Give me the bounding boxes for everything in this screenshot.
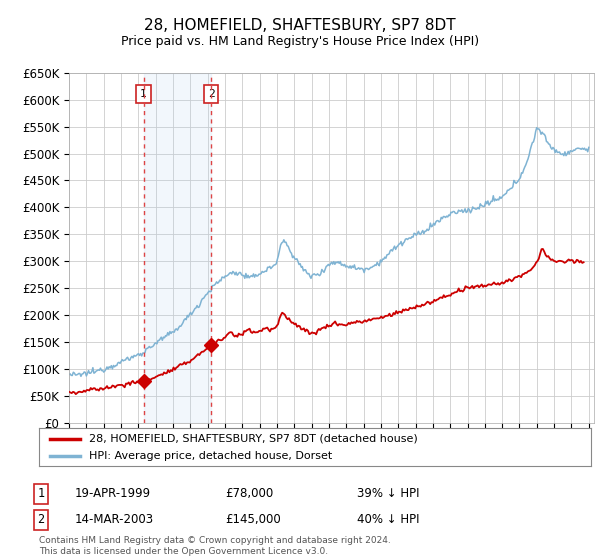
Text: Contains HM Land Registry data © Crown copyright and database right 2024.
This d: Contains HM Land Registry data © Crown c… <box>39 536 391 556</box>
Text: 14-MAR-2003: 14-MAR-2003 <box>75 513 154 526</box>
Text: 40% ↓ HPI: 40% ↓ HPI <box>357 513 419 526</box>
Text: £145,000: £145,000 <box>225 513 281 526</box>
Text: 28, HOMEFIELD, SHAFTESBURY, SP7 8DT (detached house): 28, HOMEFIELD, SHAFTESBURY, SP7 8DT (det… <box>89 433 418 444</box>
Text: Price paid vs. HM Land Registry's House Price Index (HPI): Price paid vs. HM Land Registry's House … <box>121 35 479 49</box>
Text: 28, HOMEFIELD, SHAFTESBURY, SP7 8DT: 28, HOMEFIELD, SHAFTESBURY, SP7 8DT <box>144 18 456 32</box>
Text: 1: 1 <box>37 487 44 501</box>
Text: 19-APR-1999: 19-APR-1999 <box>75 487 151 501</box>
Text: 39% ↓ HPI: 39% ↓ HPI <box>357 487 419 501</box>
Text: 2: 2 <box>208 90 214 99</box>
Text: 1: 1 <box>140 90 147 99</box>
Text: HPI: Average price, detached house, Dorset: HPI: Average price, detached house, Dors… <box>89 451 332 461</box>
Text: 2: 2 <box>37 513 44 526</box>
Bar <box>143 73 211 423</box>
Text: £78,000: £78,000 <box>225 487 273 501</box>
